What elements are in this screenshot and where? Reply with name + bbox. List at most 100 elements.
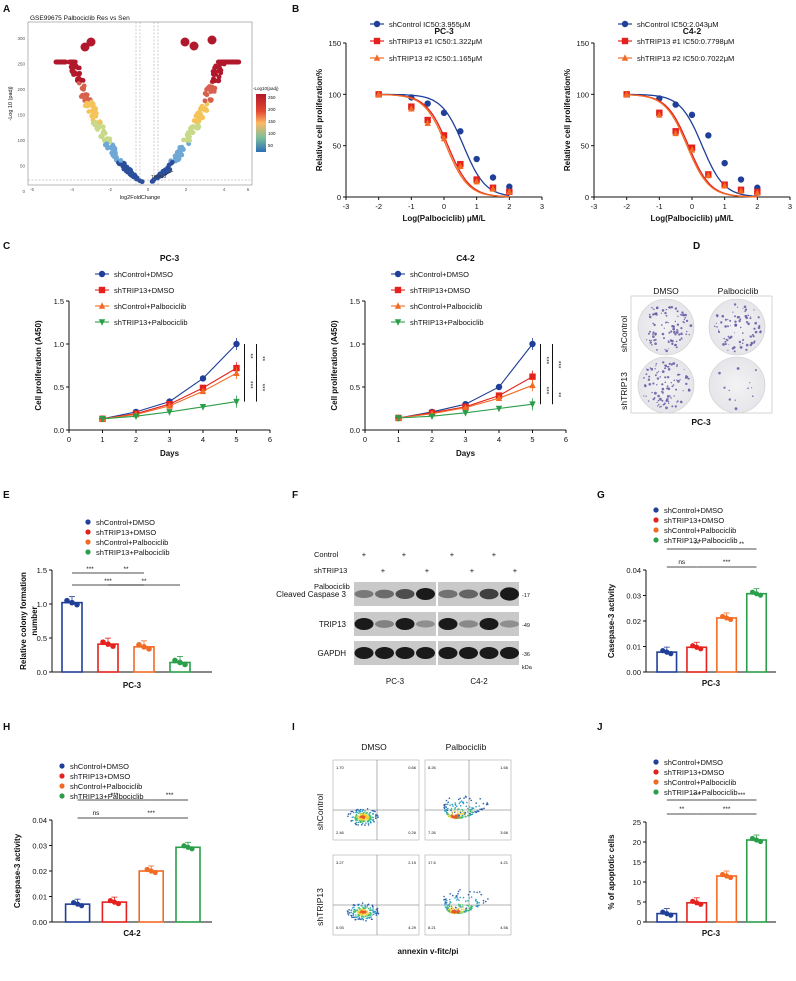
volcano-legend-tick: 200 [268, 107, 276, 112]
colony-spot [747, 322, 750, 326]
flow-event [444, 900, 447, 903]
colony-spot [685, 382, 688, 386]
colony-spot [667, 368, 671, 371]
chart-growth-c42-sig-label: *** [555, 361, 562, 369]
volcano-legend-tick: 50 [268, 143, 274, 148]
flow-event [472, 807, 475, 809]
chart-caspase-c42-legend-marker [59, 763, 65, 769]
chart-growth-c42-y-tick-label: 1.0 [350, 340, 360, 349]
volcano-legend-tick: 250 [268, 95, 276, 100]
flow-event [484, 900, 487, 903]
flow-event [354, 904, 356, 907]
panel-letter-e: E [3, 490, 10, 501]
chart-ic50-pc3-data-point [489, 184, 497, 192]
volcano-point [172, 153, 178, 159]
western-band [459, 620, 478, 628]
volcano-point [194, 119, 199, 125]
chart-caspase-pc3-y-tick-label: 0.00 [626, 668, 641, 677]
flow-event [374, 910, 377, 913]
flow-event [357, 912, 360, 914]
chart-colony-pc3-replicate-dot [136, 642, 142, 648]
volcano-point [97, 119, 103, 125]
chart-ic50-c42-legend-label: shControl IC50:2.043μM [637, 20, 718, 29]
colony-spot [743, 305, 747, 309]
flow-quad-value: 0.93 [336, 925, 345, 930]
chart-growth-c42-sig-label: *** [543, 357, 550, 365]
western-row-label: shTRIP13 [314, 566, 347, 575]
flow-event [459, 801, 462, 803]
chart-growth-pc3-data-point [199, 375, 207, 382]
flow-event [357, 824, 359, 826]
chart-growth-pc3-data-point [233, 369, 240, 377]
flow-event [352, 916, 355, 919]
colony-spot [648, 315, 652, 319]
chart-ic50-c42-data-point [737, 187, 745, 194]
colony-spot [747, 387, 749, 390]
colony-spot [685, 333, 687, 336]
chart-apoptosis-pc3-legend-label: shControl+DMSO [664, 758, 723, 767]
chart-growth-pc3-y-tick-label: 1.5 [54, 297, 64, 306]
flow-event [372, 810, 375, 812]
flow-event [377, 816, 379, 818]
volcano-legend-title: -Log10(padj) [253, 86, 279, 91]
colony-spot [675, 340, 678, 343]
volcano-y-tick: 300 [17, 36, 25, 41]
flow-event [450, 809, 452, 811]
flow-event [354, 822, 357, 825]
chart-apoptosis-pc3-replicate-dot [668, 912, 674, 918]
colony-spot [721, 314, 725, 318]
volcano-gene-arrow [164, 170, 174, 176]
colony-spot [722, 343, 725, 346]
flow-event [462, 811, 465, 814]
colony-spot [655, 363, 658, 365]
colony-spot [727, 318, 729, 321]
western-plus-sign: + [513, 566, 518, 575]
flow-event [458, 802, 461, 805]
flow-event [460, 906, 462, 908]
colony-spot [729, 319, 732, 322]
colony-spot [665, 349, 668, 353]
colony-spot [654, 374, 657, 377]
flow-event [445, 808, 448, 811]
colony-spot [728, 344, 730, 346]
chart-caspase-c42-bar [64, 903, 91, 923]
flow-event [467, 814, 469, 817]
volcano-point [184, 132, 190, 138]
chart-apoptosis-pc3-y-tick-label: 20 [633, 838, 641, 847]
chart-growth-c42-legend-marker [394, 286, 402, 294]
flow-event [372, 908, 374, 910]
flow-event [458, 899, 460, 902]
flow-event [474, 810, 476, 813]
colony-spot [664, 376, 667, 379]
flow-event [462, 801, 465, 803]
flow-event [359, 918, 361, 920]
chart-caspase-pc3-legend-label: shControl+DMSO [664, 506, 723, 515]
flow-event [459, 896, 462, 899]
flow-event [445, 902, 448, 904]
flow-event [366, 906, 368, 908]
flow-event [355, 909, 357, 911]
chart-colony-pc3-legend-marker [85, 539, 91, 545]
flow-event [448, 814, 451, 816]
volcano-point [104, 141, 110, 147]
colony-spot [753, 309, 755, 311]
chart-ic50-c42-data-point [705, 132, 712, 139]
colony-spot [657, 394, 660, 398]
chart-ic50-pc3-data-point [457, 162, 464, 169]
colony-spot [679, 339, 681, 341]
chart-colony-pc3-xlabel: PC-3 [123, 681, 142, 690]
flow-event [375, 813, 377, 816]
chart-ic50-c42-data-point [705, 171, 712, 179]
chart-caspase-pc3-legend-marker [653, 517, 659, 523]
chart-apoptosis-pc3-replicate-dot [690, 898, 696, 904]
colony-spot [724, 325, 727, 328]
flow-event [451, 815, 454, 817]
flow-event [455, 907, 457, 909]
flow-event [465, 805, 468, 808]
chart-growth-pc3-data-point [166, 409, 173, 416]
colony-spot [757, 316, 760, 319]
chart-caspase-c42-replicate-dot [107, 898, 113, 904]
colony-spot [652, 382, 655, 385]
flow-event [446, 899, 448, 902]
